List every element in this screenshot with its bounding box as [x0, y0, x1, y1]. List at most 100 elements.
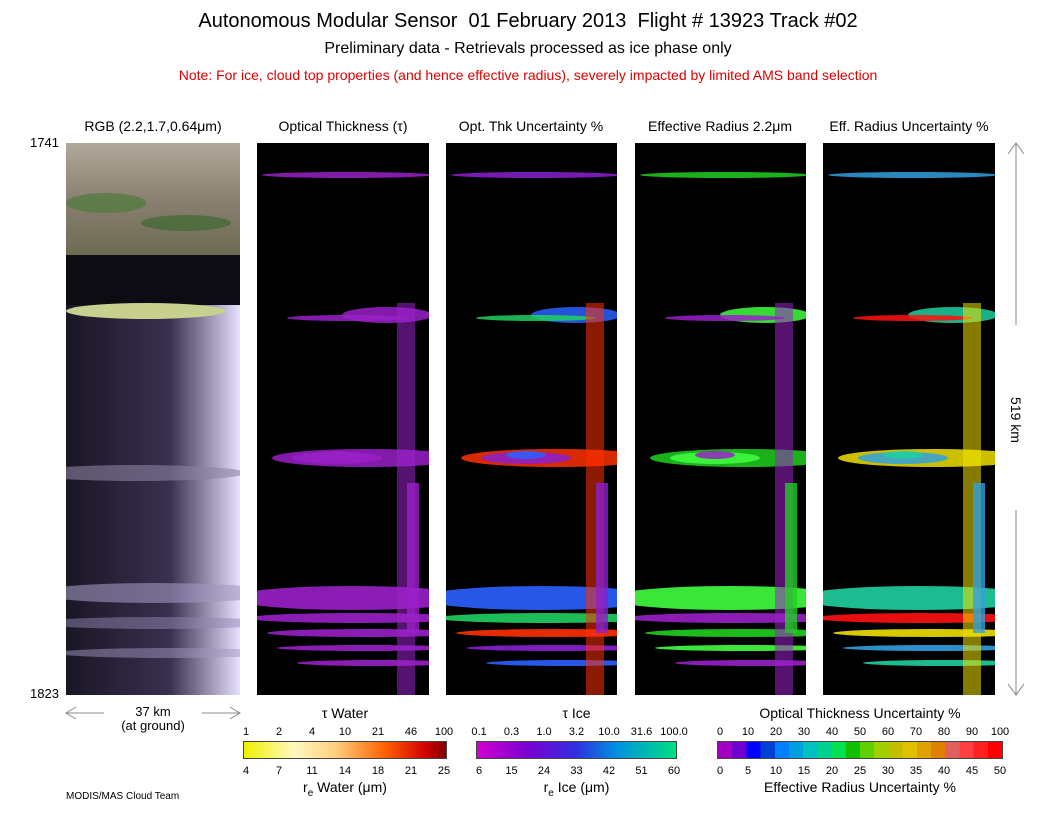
- colorbar-tick-label: 0.1: [471, 726, 487, 738]
- cloud-feature: [823, 586, 995, 610]
- label-text: Ice (μm): [553, 779, 610, 795]
- cloud-feature: [665, 315, 785, 321]
- colorbar-tick-label: 40: [937, 765, 951, 777]
- cloud-feature: [843, 645, 995, 651]
- colorbar-tick-label: 11: [306, 765, 318, 777]
- cloud-feature: [883, 451, 923, 459]
- colorbar-label: re Ice (μm): [544, 779, 610, 799]
- cloud-feature: [635, 586, 806, 610]
- cloud-feature: [257, 613, 429, 623]
- title: Autonomous Modular Sensor 01 February 20…: [198, 10, 858, 32]
- cloud-feature: [407, 483, 419, 633]
- colorbar-tick-label: 21: [404, 765, 418, 777]
- swath-width: 37 km: [135, 704, 171, 719]
- effective-radius-image: [635, 143, 806, 695]
- colorbar-title: τ Ice: [562, 705, 591, 721]
- swath-width-note: (at ground): [121, 718, 185, 733]
- time-start: 1741: [30, 135, 59, 150]
- colorbar-tick-label: 25: [437, 765, 451, 777]
- colorbar-tick-label: 5: [744, 765, 752, 777]
- colorbar-gradient: [476, 741, 677, 759]
- cloud-feature: [973, 483, 985, 633]
- colorbar-tick-label: 25: [853, 765, 867, 777]
- label-symbol: r: [543, 779, 549, 795]
- cloud-feature: [456, 629, 617, 637]
- colorbar-tick-label: 46: [404, 726, 418, 738]
- colorbar-gradient: [717, 741, 1003, 759]
- cloud-feature: [451, 172, 617, 178]
- cloud-feature: [506, 451, 546, 459]
- colorbar-tick-label: 70: [909, 726, 923, 738]
- colorbar-tick-label: 21: [371, 726, 385, 738]
- colorbar-tick-label: 0.3: [503, 726, 520, 738]
- cloud-feature: [823, 613, 995, 623]
- cloud-feature: [297, 660, 429, 666]
- colorbar-tick-label: 20: [825, 765, 839, 777]
- colorbar-tick-label: 1: [242, 726, 250, 738]
- colorbar-tick-label: 18: [371, 765, 385, 777]
- cloud-feature: [863, 660, 995, 666]
- colorbar-tick-label: 100: [990, 726, 1010, 738]
- colorbar-tick-label: 100.0: [660, 726, 688, 738]
- panel-title: Eff. Radius Uncertainty %: [829, 118, 989, 134]
- optical-thickness-image: [257, 143, 429, 695]
- colorbar-tick-label: 35: [909, 765, 923, 777]
- label-subscript: e: [548, 787, 554, 799]
- panel-title: Optical Thickness (τ): [278, 118, 408, 134]
- cloud-feature: [645, 629, 806, 637]
- note: Note: For ice, cloud top properties (and…: [178, 67, 878, 83]
- label-subscript: e: [307, 787, 314, 799]
- colorbar-tick-label: 7: [275, 765, 283, 777]
- colorbar-tick-label: 31.6: [630, 726, 653, 738]
- colorbar-gradient: [243, 741, 447, 759]
- colorbar-tick-label: 90: [965, 726, 979, 738]
- colorbar-tick-label: 1.0: [536, 726, 552, 738]
- colorbar-tick-label: 42: [602, 765, 616, 777]
- colorbar-tick-label: 30: [881, 765, 895, 777]
- colorbar-tick-label: 2: [275, 726, 283, 738]
- colorbar-tick-label: 3.2: [568, 726, 585, 738]
- colorbar-tick-label: 24: [537, 765, 551, 777]
- effective-radius-uncertainty-image: [823, 143, 995, 695]
- cloud-feature: [476, 315, 596, 321]
- cloud-feature: [317, 451, 357, 459]
- cloud-feature: [262, 172, 429, 178]
- cloud-feature: [446, 613, 617, 623]
- cloud-feature: [640, 172, 806, 178]
- label-text: Water (μm): [313, 779, 387, 795]
- rgb-image: [66, 143, 240, 695]
- colorbar-tick-label: 80: [937, 726, 951, 738]
- colorbar-tick-label: 40: [825, 726, 839, 738]
- colorbar-title: Optical Thickness Uncertainty %: [759, 705, 961, 721]
- track-length-arrow: [1007, 142, 1025, 696]
- cloud-feature: [828, 172, 995, 178]
- colorbar-tick-label: 100: [434, 726, 454, 738]
- colorbar-tick-label: 4: [308, 726, 316, 738]
- cloud-feature: [287, 315, 407, 321]
- cloud-feature: [267, 629, 429, 637]
- colorbar-tick-label: 10: [741, 726, 755, 738]
- colorbar-tick-label: 14: [338, 765, 352, 777]
- colorbar-tick-label: 4: [242, 765, 250, 777]
- colorbar-tick-label: 15: [797, 765, 811, 777]
- colorbar-title: τ Water: [321, 705, 369, 721]
- panel-title: Effective Radius 2.2μm: [648, 118, 792, 134]
- colorbar-tick-label: 45: [965, 765, 979, 777]
- optical-thickness-uncertainty-image: [446, 143, 617, 695]
- cloud-feature: [695, 451, 735, 459]
- colorbar-tick-label: 30: [797, 726, 811, 738]
- colorbar-tick-label: 20: [769, 726, 783, 738]
- colorbar-tick-label: 50: [853, 726, 867, 738]
- track-length: 519 km: [1008, 397, 1024, 443]
- colorbar-label: Effective Radius Uncertainty %: [764, 779, 956, 795]
- time-end: 1823: [30, 686, 59, 701]
- cloud-feature: [466, 645, 617, 651]
- cloud-feature: [257, 586, 429, 610]
- panel-title: Opt. Thk Uncertainty %: [458, 118, 604, 134]
- label-symbol: r: [303, 779, 308, 795]
- colorbar-tick-label: 15: [505, 765, 518, 777]
- colorbar-tick-label: 0: [716, 726, 724, 738]
- colorbar-tick-label: 10.0: [598, 726, 620, 738]
- colorbar-tick-label: 0: [716, 765, 724, 777]
